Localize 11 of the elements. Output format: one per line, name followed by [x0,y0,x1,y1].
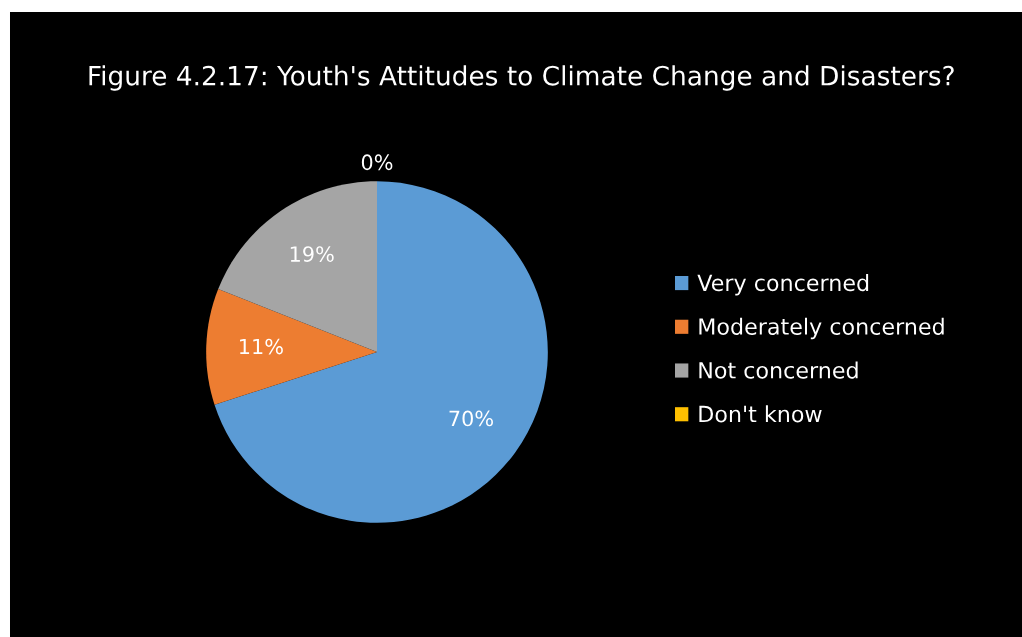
data-label: 70% [449,410,493,427]
pie-slice [206,289,377,405]
legend-label: Moderately concerned [699,317,944,340]
legend-label: Not concerned [699,361,858,379]
legend-label: Don't know [699,405,822,423]
text: 0% [361,154,393,171]
chart-title: Figure 4.2.17: Youth's Attitudes to Climate Change and Disasters? [89,65,954,91]
pie-slice [214,181,548,523]
data-label: 19% [290,246,334,262]
data-label: 11% [240,338,283,355]
legend-label: Very concerned [697,274,869,296]
